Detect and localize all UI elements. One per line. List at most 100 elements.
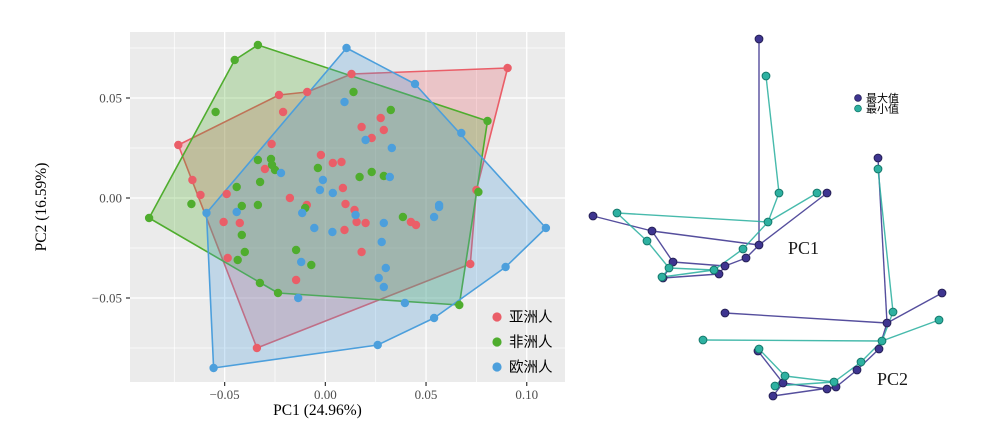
scatter-point-africa: [187, 199, 196, 209]
wireframe-pc1-max-point: [754, 240, 764, 250]
wireframe-pc2-max-point: [720, 308, 730, 318]
wireframe-pc1-min-line: [646, 240, 670, 269]
scatter-point-asia: [291, 275, 301, 285]
scatter-point-europe: [373, 340, 382, 350]
scatter-point-asia: [379, 125, 388, 135]
wireframe-pc1-min-point: [612, 208, 622, 218]
x-tick-label: 0.05: [415, 387, 438, 402]
scatter-point-asia: [260, 164, 270, 174]
wireframe-pc1-min-point: [812, 188, 822, 198]
wireframe-pc2-min-line: [758, 348, 786, 377]
wireframe-pc2-max-line: [856, 348, 880, 371]
scatter-point-europe: [328, 227, 337, 237]
wireframe-pc1-min-point: [761, 71, 771, 81]
scatter-point-africa: [398, 212, 408, 222]
scatter-point-africa: [144, 213, 154, 223]
scatter-point-asia: [338, 183, 348, 193]
wireframe-pc1-max-line: [651, 230, 674, 263]
scatter-point-europe: [276, 168, 286, 178]
wireframe-pc2-min-point: [888, 307, 898, 317]
scatter-point-africa: [349, 87, 358, 97]
wireframe-pc1-max-line: [592, 215, 653, 232]
scatter-point-africa: [230, 55, 239, 65]
wireframe-pc1-min-point: [738, 244, 748, 254]
legend-swatch-max: [854, 94, 862, 102]
scatter-point-europe: [387, 143, 396, 153]
scatter-point-europe: [340, 97, 349, 107]
wireframe-pc1-max-line: [758, 192, 828, 246]
legend-label-africa: 非洲人: [509, 334, 553, 351]
scatter-point-asia: [357, 247, 366, 257]
scatter-point-europe: [315, 185, 325, 195]
wireframe-pc2-min-point: [754, 344, 764, 354]
scatter-point-europe: [377, 237, 386, 247]
scatter-point-europe: [342, 43, 351, 53]
scatter-point-europe: [429, 212, 439, 222]
x-tick-label: 0.00: [314, 387, 337, 402]
scatter-point-asia: [235, 218, 244, 228]
wireframe-pc2-max-point: [852, 365, 862, 375]
scatter-point-europe: [297, 257, 306, 267]
wireframe-pc2-min-point: [877, 336, 887, 346]
scatter-point-africa: [233, 255, 242, 265]
scatter-point-africa: [237, 230, 246, 240]
wireframe-pc2-min-point: [698, 335, 708, 345]
wireframe-pc1-min-line: [742, 221, 769, 250]
scatter-point-asia: [352, 217, 361, 227]
scatter-point-asia: [466, 259, 475, 269]
wireframe-pc1-max-point: [720, 261, 730, 271]
scatter-point-africa: [483, 116, 492, 126]
wireframe-pc2-max-point: [937, 288, 947, 298]
wireframe-pc2-min-line: [833, 361, 862, 383]
scatter-point-africa: [355, 172, 364, 182]
scatter-point-europe: [541, 223, 551, 233]
scatter-point-asia: [347, 69, 356, 79]
scatter-point-asia: [503, 63, 512, 73]
scatter-point-europe: [374, 273, 383, 283]
scatter-point-europe: [385, 172, 394, 182]
scatter-point-asia: [303, 87, 312, 97]
scatter-point-asia: [278, 107, 288, 117]
scatter-point-europe: [298, 208, 307, 218]
wireframe-pc1-min-line: [713, 248, 744, 271]
wireframe-pc2-min-line: [702, 339, 883, 342]
scatter-point-europe: [294, 293, 303, 303]
legend-swatch-min: [854, 104, 862, 113]
scatter-point-europe: [318, 175, 328, 185]
wireframe-pc1-min-line: [616, 212, 648, 242]
scatter-point-europe: [351, 210, 360, 220]
scatter-point-asia: [411, 220, 421, 230]
wireframe-pc2-max-point: [882, 318, 892, 328]
wireframe-pc1-min-line: [668, 267, 715, 271]
wireframe-pc2-max-point: [874, 344, 884, 354]
scatter-point-africa: [253, 40, 263, 50]
legend-label-max: 最大值: [866, 91, 899, 105]
wireframe-pc2-max-line: [724, 312, 888, 324]
wireframe-pc1-max-point: [647, 226, 657, 236]
scatter-point-africa: [240, 247, 249, 257]
scatter-point-europe: [379, 218, 388, 228]
legend-label-asia: 亚洲人: [509, 309, 553, 326]
scatter-point-europe: [328, 188, 337, 198]
scatter-point-africa: [313, 163, 323, 173]
scatter-point-asia: [188, 175, 197, 185]
scatter-point-africa: [367, 167, 376, 177]
scatter-point-asia: [337, 157, 346, 167]
wireframe-pc2-min-line: [881, 319, 940, 342]
wireframe-pc1-max-line: [662, 273, 720, 279]
wireframe-pc2-max-line: [757, 350, 784, 384]
wireframe-pc1-min-line: [767, 192, 818, 223]
wireframe-pc1-max-point: [668, 257, 678, 267]
x-axis-title: PC1 (24.96%): [273, 402, 362, 419]
wireframe-pc1-max-point: [822, 188, 832, 198]
wireframe-pc2-min-point: [829, 377, 839, 387]
scatter-point-asia: [341, 199, 350, 209]
scatter-point-asia: [219, 217, 228, 227]
legend-swatch-europe: [492, 362, 502, 372]
scatter-point-asia: [174, 140, 183, 150]
scatter-point-europe: [310, 223, 319, 233]
wireframe-pc1-min-line: [661, 269, 715, 278]
